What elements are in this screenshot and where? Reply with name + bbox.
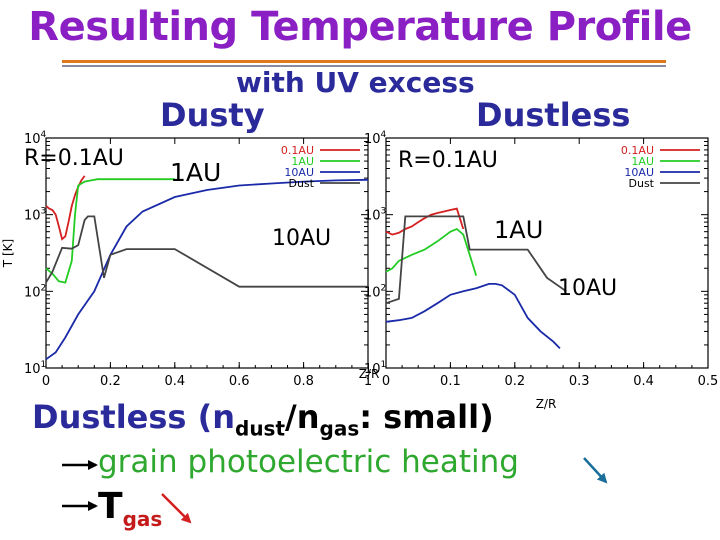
annotation-right-10au: 10AU bbox=[558, 276, 617, 301]
x-tick-label: 0.8 bbox=[293, 374, 314, 389]
x-tick-label: 0.2 bbox=[100, 374, 121, 389]
y-tick-label: 103 bbox=[364, 207, 386, 224]
x-tick-label: 0.6 bbox=[229, 374, 250, 389]
footer-line1-sub-gas: gas bbox=[320, 416, 360, 440]
footer-line1-suffix: : small) bbox=[359, 398, 493, 436]
y-tick-label: 103 bbox=[24, 207, 46, 224]
x-tick-label: 0.2 bbox=[504, 374, 525, 389]
series-line-1au bbox=[46, 179, 175, 282]
y-axis-label: T [K] bbox=[1, 239, 15, 268]
y-tick-label: 104 bbox=[364, 130, 387, 147]
annotation-left-10au: 10AU bbox=[272, 226, 331, 251]
legend-label: Dust bbox=[629, 177, 655, 190]
series-line-10au bbox=[46, 180, 368, 359]
x-tick-label: 0.4 bbox=[633, 374, 654, 389]
footer-line3-main: T bbox=[98, 486, 123, 527]
legend-label: Dust bbox=[289, 177, 315, 190]
footer-line1-sub-dust: dust bbox=[235, 416, 285, 440]
series-line-10au bbox=[386, 284, 560, 349]
x-tick-label: 0.3 bbox=[569, 374, 590, 389]
x-axis-label: Z/R bbox=[536, 397, 557, 411]
footer-line-tgas: Tgas bbox=[98, 486, 162, 531]
footer-line-dustless: Dustless (ndust/ngas: small) bbox=[32, 398, 494, 440]
x-tick-label: 0.1 bbox=[440, 374, 461, 389]
decrease-arrow-icon bbox=[584, 458, 606, 482]
x-tick-label: 0.5 bbox=[698, 374, 719, 389]
annotation-right-1au: 1AU bbox=[494, 216, 543, 244]
y-tick-label: 104 bbox=[24, 130, 47, 147]
x-tick-label: 0 bbox=[382, 374, 390, 389]
annotation-left-r01: R=0.1AU bbox=[24, 146, 124, 171]
annotation-left-1au: 1AU bbox=[170, 158, 221, 187]
x-tick-label: 0.4 bbox=[164, 374, 185, 389]
annotation-right-r01: R=0.1AU bbox=[398, 148, 498, 173]
footer-line1-mid: /n bbox=[285, 398, 319, 436]
y-tick-label: 102 bbox=[364, 283, 386, 300]
decrease-arrow-icon bbox=[162, 494, 190, 522]
y-tick-label: 102 bbox=[24, 283, 46, 300]
footer-line3-sub: gas bbox=[123, 507, 163, 531]
x-tick-label: 0 bbox=[42, 374, 50, 389]
footer-line-heating: grain photoelectric heating bbox=[98, 444, 519, 480]
series-line-1au bbox=[386, 229, 476, 276]
footer-line1-prefix: Dustless (n bbox=[32, 398, 235, 436]
